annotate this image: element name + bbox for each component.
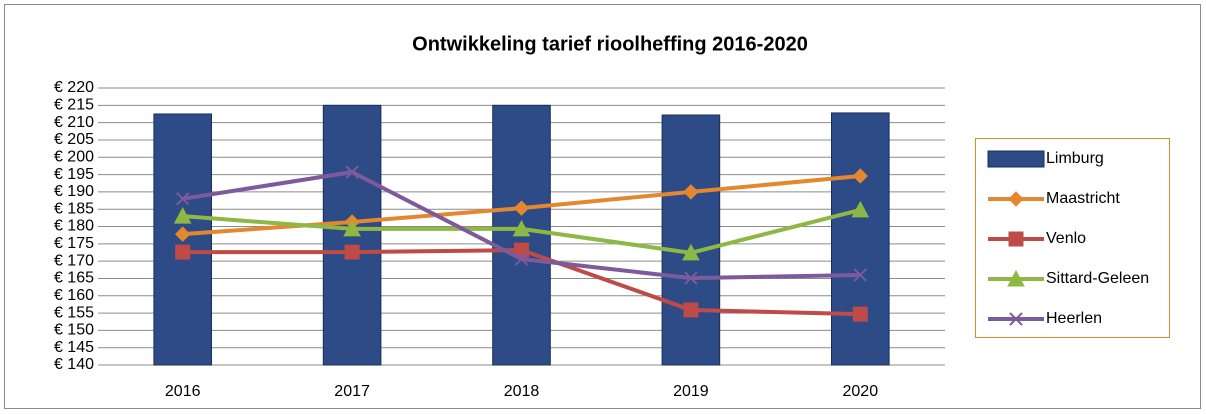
legend-marker: [1007, 269, 1025, 287]
point: [343, 219, 361, 237]
bar: [661, 114, 721, 366]
point: [853, 268, 868, 282]
y-tick-label: € 150: [54, 322, 94, 339]
legend-swatch: [987, 150, 1045, 168]
x-tick-label: 2019: [673, 383, 709, 400]
legend-marker: [1009, 312, 1023, 326]
point: [345, 165, 359, 179]
point: [175, 192, 190, 206]
point: [344, 244, 360, 260]
legend-label: Sittard-Geleen: [1046, 270, 1149, 287]
y-tick-label: € 145: [54, 339, 94, 356]
point: [175, 244, 191, 260]
y-tick-label: € 185: [54, 200, 94, 217]
x-tick-label: 2017: [334, 383, 370, 400]
y-tick-label: € 175: [54, 235, 94, 252]
y-tick-label: € 170: [54, 252, 94, 269]
y-tick-label: € 190: [54, 183, 94, 200]
point: [683, 184, 699, 200]
y-tick-label: € 195: [54, 166, 94, 183]
x-tick-label: 2018: [504, 383, 540, 400]
point: [852, 168, 869, 184]
chart-title: Ontwikkeling tarief rioolheffing 2016-20…: [412, 33, 808, 55]
y-tick-label: € 220: [54, 79, 94, 96]
point: [174, 226, 191, 242]
y-tick-label: € 165: [54, 270, 94, 287]
point: [514, 252, 529, 266]
legend-label: Maastricht: [1046, 190, 1120, 207]
y-tick-label: € 215: [54, 97, 94, 114]
bar: [831, 112, 890, 366]
legend-marker: [1008, 231, 1024, 247]
y-tick-label: € 180: [54, 218, 94, 235]
point: [683, 302, 699, 318]
point: [852, 306, 868, 322]
y-tick-label: € 210: [54, 114, 94, 131]
point: [682, 243, 700, 261]
legend-label: Heerlen: [1046, 310, 1102, 327]
point: [512, 219, 531, 237]
point: [684, 271, 698, 285]
y-tick-label: € 205: [54, 131, 94, 148]
y-tick-label: € 200: [54, 148, 94, 165]
point: [513, 200, 530, 216]
y-tick-label: € 160: [54, 287, 94, 304]
x-tick-label: 2020: [843, 383, 879, 400]
x-tick-label: 2016: [165, 383, 201, 400]
legend-label: Limburg: [1046, 150, 1104, 167]
legend-label: Venlo: [1046, 230, 1086, 247]
point: [851, 200, 870, 218]
legend-marker: [1008, 191, 1024, 207]
point: [173, 207, 192, 224]
y-tick-label: € 140: [54, 356, 94, 373]
y-tick-label: € 155: [54, 304, 94, 321]
